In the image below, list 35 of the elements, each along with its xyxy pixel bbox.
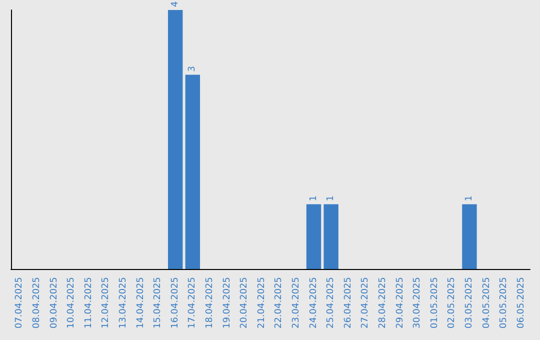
x-tick-label: 09.04.2025 xyxy=(49,277,60,329)
x-tick-label: 01.05.2025 xyxy=(430,277,440,329)
x-tick-label: 15.04.2025 xyxy=(153,277,164,329)
x-tick-label: 03.05.2025 xyxy=(464,277,474,329)
x-tick-label: 19.04.2025 xyxy=(222,277,232,329)
x-tick-label: 05.05.2025 xyxy=(499,277,510,329)
x-tick-label: 20.04.2025 xyxy=(240,277,250,329)
x-tick-label: 18.04.2025 xyxy=(204,277,215,329)
data-label: 1 xyxy=(308,196,319,202)
x-tick-label: 16.04.2025 xyxy=(170,277,180,329)
x-tick-label: 17.04.2025 xyxy=(188,277,198,329)
x-tick-label: 13.04.2025 xyxy=(118,277,128,329)
x-tick-label: 28.04.2025 xyxy=(378,277,388,329)
x-tick-label: 23.04.2025 xyxy=(291,277,302,329)
x-tick-label: 25.04.2025 xyxy=(326,277,336,329)
x-tick-label: 30.04.2025 xyxy=(412,277,423,329)
x-tick-label: 11.04.2025 xyxy=(84,277,94,329)
x-tick-label: 24.04.2025 xyxy=(308,277,319,329)
x-tick-label: 27.04.2025 xyxy=(360,277,371,329)
x-tick-label: 14.04.2025 xyxy=(136,277,146,329)
data-label: 3 xyxy=(188,66,198,72)
data-label: 1 xyxy=(326,196,336,202)
x-tick-label: 21.04.2025 xyxy=(256,277,267,329)
data-label: 4 xyxy=(170,1,180,7)
x-tick-label: 29.04.2025 xyxy=(395,277,406,329)
x-tick-label: 26.04.2025 xyxy=(343,277,354,329)
x-tick-label: 12.04.2025 xyxy=(101,277,112,329)
x-tick-label: 06.05.2025 xyxy=(516,277,526,329)
data-label: 1 xyxy=(464,196,474,202)
x-tick-label: 08.04.2025 xyxy=(32,277,42,329)
x-tick-label: 22.04.2025 xyxy=(274,277,284,329)
x-tick-label: 07.04.2025 xyxy=(14,277,25,329)
x-tick-label: 02.05.2025 xyxy=(447,277,458,329)
x-tick-label: 10.04.2025 xyxy=(66,277,77,329)
x-tick-label: 04.05.2025 xyxy=(482,277,492,329)
